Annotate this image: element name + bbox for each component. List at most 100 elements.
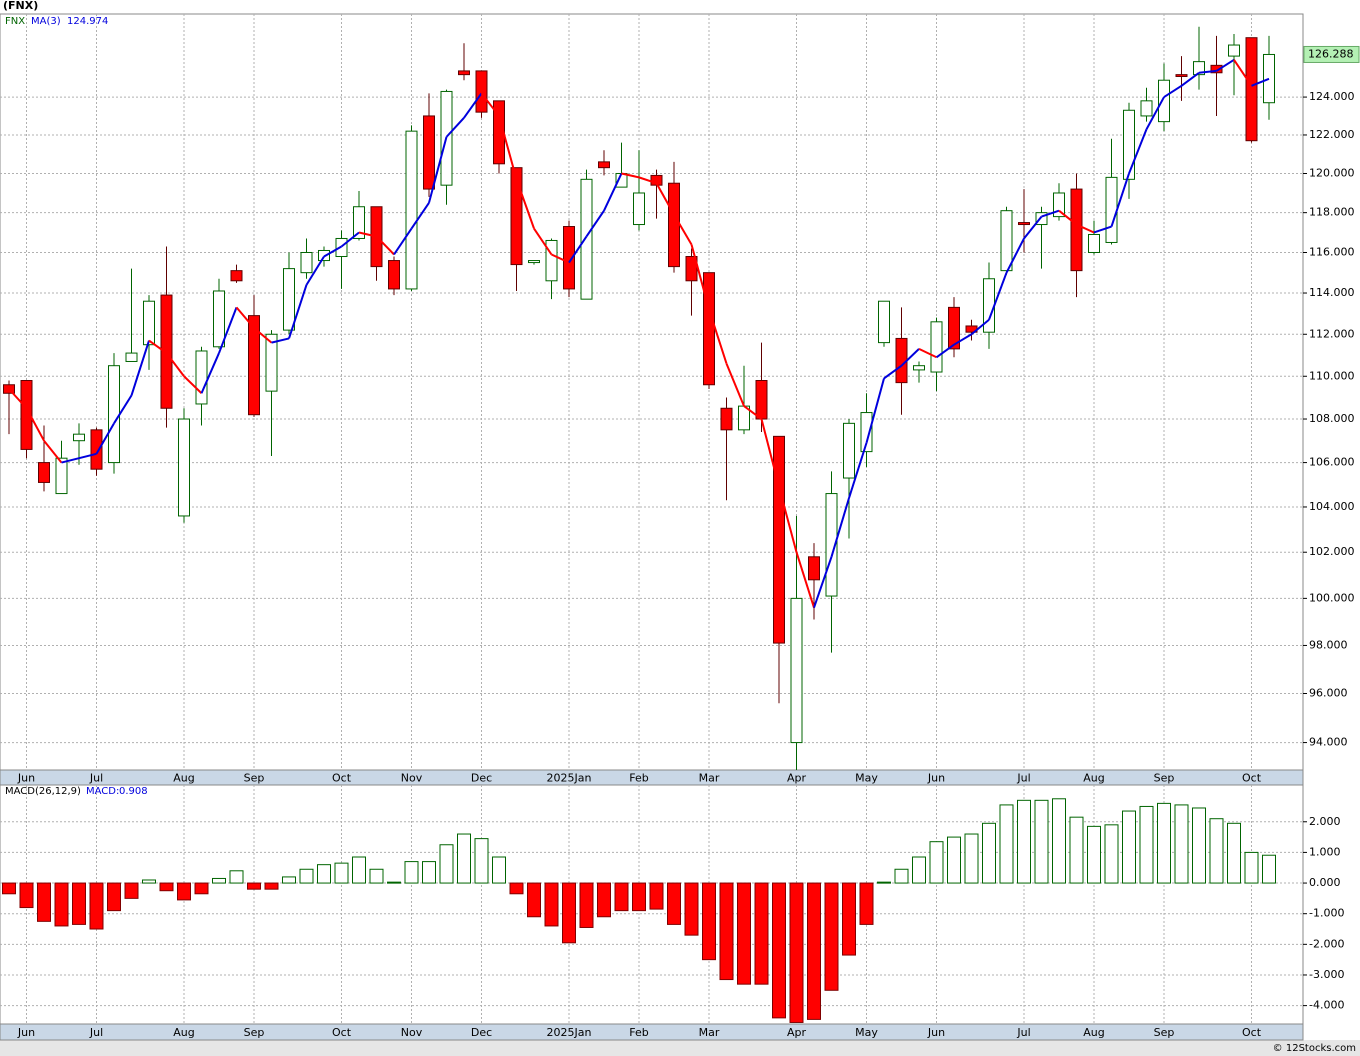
ma-segment: [568, 235, 588, 264]
ma-segment: [445, 117, 465, 138]
macd-bar: [457, 833, 471, 884]
ma-segment: [1076, 223, 1095, 234]
macd-bar: [299, 868, 314, 884]
y-tick-label: 114.000: [1309, 286, 1355, 299]
y-tick-label: 112.000: [1309, 327, 1355, 340]
candle-body: [1228, 44, 1240, 57]
ma-segment: [935, 343, 955, 359]
ma-segment: [410, 202, 430, 230]
x-tick-label: May: [855, 1026, 878, 1039]
macd-bar: [859, 882, 874, 925]
candle-body: [1123, 109, 1135, 180]
y-tick-label: 110.000: [1309, 369, 1355, 382]
ma-segment: [708, 309, 728, 364]
ma-segment: [725, 363, 745, 407]
ma-segment: [830, 497, 850, 558]
macd-bar: [842, 882, 856, 956]
x-tick-label: Aug: [173, 1026, 194, 1039]
macd-bar: [492, 856, 506, 884]
y-tick-label: 0.000: [1309, 876, 1341, 889]
y-tick-label: 120.000: [1309, 166, 1355, 179]
x-tick-label: Dec: [471, 772, 492, 785]
ma-segment: [848, 442, 868, 499]
macd-bar: [912, 856, 926, 884]
macd-bar: [982, 822, 996, 884]
candle-body: [948, 306, 960, 350]
ma-segment: [253, 327, 273, 344]
x-tick-label: 2025Jan: [547, 1026, 592, 1039]
macd-bar: [947, 836, 961, 884]
y-tick-label: 106.000: [1309, 456, 1355, 469]
legend-name: FNX: [5, 16, 25, 27]
macd-bar: [754, 882, 769, 985]
x-tick-label: Jun: [927, 1026, 945, 1039]
last-price-label: 126.288: [1308, 47, 1354, 60]
macd-bar: [579, 882, 594, 928]
macd-bar: [1157, 802, 1171, 884]
x-tick-label: Aug: [1083, 1026, 1104, 1039]
macd-bar: [649, 882, 664, 910]
ma-segment: [1215, 58, 1235, 72]
candle-body: [580, 178, 593, 300]
candle-body: [510, 167, 523, 266]
macd-bar: [1227, 822, 1241, 884]
candle-body: [230, 270, 243, 282]
macd-bar: [352, 856, 366, 884]
candle-body: [563, 226, 575, 290]
macd-bar: [894, 868, 909, 884]
candle-body: [720, 407, 733, 431]
x-tick-label: Sep: [1154, 1026, 1175, 1039]
candle-body: [300, 251, 313, 274]
x-tick-label: Feb: [629, 772, 648, 785]
macd-bar: [772, 882, 786, 1019]
candle-body: [843, 422, 855, 479]
footer-bar: [0, 1040, 1360, 1056]
macd-bar: [247, 882, 261, 890]
y-tick-label: 96.000: [1309, 687, 1348, 700]
candle-body: [1175, 74, 1188, 77]
candle-body: [265, 333, 278, 392]
macd-bar: [527, 882, 541, 918]
ma-segment: [1005, 238, 1025, 274]
candle-body: [108, 365, 120, 464]
ma-segment: [865, 378, 885, 444]
x-tick-label: Sep: [1154, 772, 1175, 785]
ma-segment: [43, 440, 63, 464]
macd-bar: [54, 882, 69, 927]
x-tick-label: Sep: [244, 1026, 265, 1039]
candle-body: [1210, 64, 1223, 74]
macd-bar: [544, 882, 559, 927]
x-tick-label: May: [855, 772, 878, 785]
x-tick-label: 2025Jan: [547, 772, 592, 785]
ma-segment: [200, 352, 220, 394]
candle-body: [475, 70, 488, 113]
ma-segment: [1233, 59, 1253, 87]
macd-bar: [964, 833, 979, 884]
macd-bar: [719, 882, 734, 981]
macd-bar: [142, 879, 156, 884]
candle-body: [213, 290, 225, 348]
ma-segment: [1110, 173, 1130, 227]
candle-body: [1018, 222, 1030, 226]
macd-bar: [509, 882, 524, 895]
macd-bar: [1104, 824, 1119, 884]
x-tick-label: Oct: [1242, 1026, 1262, 1039]
x-tick-label: Mar: [699, 772, 720, 785]
macd-bar: [37, 882, 51, 922]
y-tick-label: 118.000: [1309, 206, 1355, 219]
y-tick-label: 124.000: [1309, 90, 1355, 103]
y-tick-label: 108.000: [1309, 412, 1355, 425]
candle-body: [930, 321, 943, 373]
x-axis-band: [0, 769, 1304, 786]
last-price-tag: [1303, 45, 1360, 63]
legend-name: MA(3): [31, 16, 61, 27]
macd-bar: [789, 882, 804, 1023]
macd-bar: [212, 877, 226, 884]
macd-bar: [1262, 854, 1276, 884]
x-tick-label: Nov: [401, 772, 423, 785]
candle-body: [1193, 61, 1205, 76]
y-tick-label: 100.000: [1309, 591, 1355, 604]
macd-bar: [317, 864, 331, 884]
macd-bar: [334, 862, 349, 884]
